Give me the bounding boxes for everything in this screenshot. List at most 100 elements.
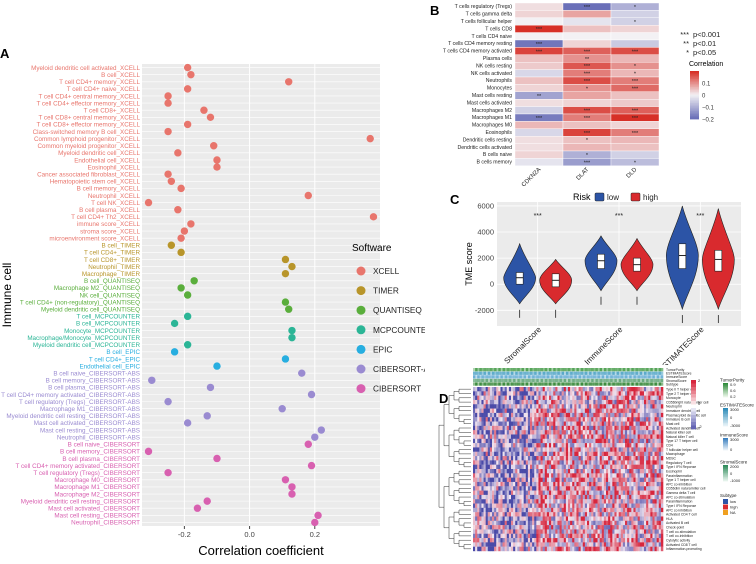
panel-d-annotation-cell (578, 382, 581, 386)
panel-d-heat-cell (540, 490, 543, 496)
panel-d-heat-cell (538, 542, 541, 547)
panel-d-heat-cell (660, 443, 664, 448)
panel-d-heat-cell (654, 520, 657, 526)
panel-a-tick-label: Mast cell activated_CIBERSORT-ABS (34, 420, 140, 427)
panel-d-heat-cell (532, 460, 535, 465)
panel-d-heat-cell (544, 490, 548, 496)
panel-d-heat-cell (561, 460, 565, 465)
panel-d-heat-cell (616, 546, 619, 552)
panel-d-heat-cell (504, 443, 508, 448)
panel-d-heat-cell (620, 525, 624, 530)
panel-d-heat-cell (551, 477, 554, 483)
panel-d-heat-cell (644, 464, 647, 470)
panel-d-heat-cell (521, 404, 524, 409)
panel-d-heat-cell (658, 477, 662, 483)
panel-d-heat-cell (500, 456, 503, 461)
panel-d-heat-cell (489, 421, 493, 427)
panel-d-heat-cell (633, 512, 636, 517)
panel-d-heat-cell (527, 477, 531, 483)
panel-a-point (278, 405, 286, 413)
panel-d-heat-cell (568, 533, 571, 539)
panel-d-heat-cell (639, 469, 643, 474)
panel-d-heat-cell (508, 417, 512, 422)
panel-d-heat-cell (521, 529, 524, 534)
panel-d-annotation-cell (504, 382, 508, 386)
panel-d-heat-cell (527, 438, 531, 444)
panel-d-heat-cell (574, 387, 577, 392)
panel-d-heat-cell (549, 477, 552, 483)
panel-d-heat-cell (591, 494, 594, 500)
panel-d-heat-cell (572, 387, 575, 392)
panel-d-heat-cell (502, 464, 505, 470)
panel-d-heat-cell (612, 391, 615, 396)
panel-d-heat-cell (584, 546, 588, 552)
panel-d-heat-cell (519, 451, 522, 457)
panel-d-heat-cell (597, 447, 600, 452)
panel-d-legend-step (723, 447, 728, 449)
panel-d-heat-cell (525, 404, 529, 409)
panel-d-heat-cell (644, 438, 647, 444)
panel-d-heat-cell (606, 512, 609, 517)
panel-d-heat-cell (652, 421, 655, 427)
panel-d-heat-cell (479, 438, 482, 444)
panel-d-annotation-cell (580, 371, 584, 375)
panel-d-heat-cell (481, 408, 484, 414)
panel-d-heat-cell (627, 469, 630, 474)
panel-d-heat-cell (487, 421, 491, 427)
panel-d-heat-cell (563, 507, 567, 513)
panel-d-heat-cell (587, 481, 590, 487)
panel-d-heat-cell (627, 529, 630, 534)
panel-c-ytick-label: 4000 (477, 228, 494, 237)
panel-d-heat-cell (593, 387, 596, 392)
panel-d-heat-cell (658, 456, 662, 461)
panel-d-heat-cell (652, 481, 655, 487)
panel-d-annotation-cell (568, 378, 571, 383)
panel-d-heat-cell (625, 473, 628, 478)
panel-d-heat-cell (656, 399, 660, 405)
panel-d-heat-cell (481, 464, 484, 470)
panel-d-heat-cell (511, 473, 514, 478)
panel-d-annotation-cell (580, 382, 584, 386)
panel-d-heat-cell (540, 425, 543, 431)
panel-d-heat-cell (502, 477, 505, 483)
panel-d-heat-cell (597, 529, 600, 534)
panel-d-heat-cell (481, 503, 484, 509)
panel-d-heat-cell (620, 425, 624, 431)
panel-d-heat-cell (625, 529, 628, 534)
panel-d-heat-cell (606, 520, 609, 526)
panel-d-heat-cell (500, 430, 503, 435)
panel-d-heat-cell (625, 481, 628, 487)
panel-d-heat-cell (584, 391, 588, 396)
panel-d-heat-cell (574, 408, 577, 414)
panel-d-heat-cell (595, 499, 598, 504)
panel-d-heat-cell (517, 507, 520, 513)
panel-d-heat-cell (500, 499, 503, 504)
panel-d-heat-cell (646, 443, 649, 448)
panel-d-annotation-cell (489, 382, 493, 386)
panel-d-heat-cell (627, 447, 630, 452)
panel-d-heat-cell (563, 490, 567, 496)
panel-d-heat-cell (563, 533, 567, 539)
panel-d-heat-cell (561, 438, 565, 444)
panel-d-heat-cell (620, 486, 624, 491)
panel-a-tick-label: Neutrophil_CIBERSORT (71, 520, 140, 527)
panel-d-row-label: Check-point (666, 526, 684, 530)
panel-d-heat-cell (557, 412, 560, 418)
panel-d-heat-cell (534, 538, 537, 543)
panel-d-heat-cell (485, 438, 489, 444)
panel-d-heat-cell (620, 408, 624, 414)
panel-d-heat-cell (517, 425, 520, 431)
panel-b-colorbar-step (690, 103, 699, 105)
panel-d-heat-cell (544, 460, 548, 465)
panel-d-annotation-cell (513, 368, 516, 372)
panel-a-point (164, 99, 172, 107)
panel-d-heat-cell (540, 408, 543, 414)
panel-d-heat-cell (519, 408, 522, 414)
panel-d-heat-cell (485, 399, 489, 405)
panel-d-heat-cell (658, 399, 662, 405)
panel-d-heat-cell (599, 490, 603, 496)
panel-d-heat-cell (473, 408, 476, 414)
panel-d-heat-cell (551, 520, 554, 526)
panel-d-heat-cell (601, 460, 605, 465)
panel-d-heat-cell (557, 456, 560, 461)
